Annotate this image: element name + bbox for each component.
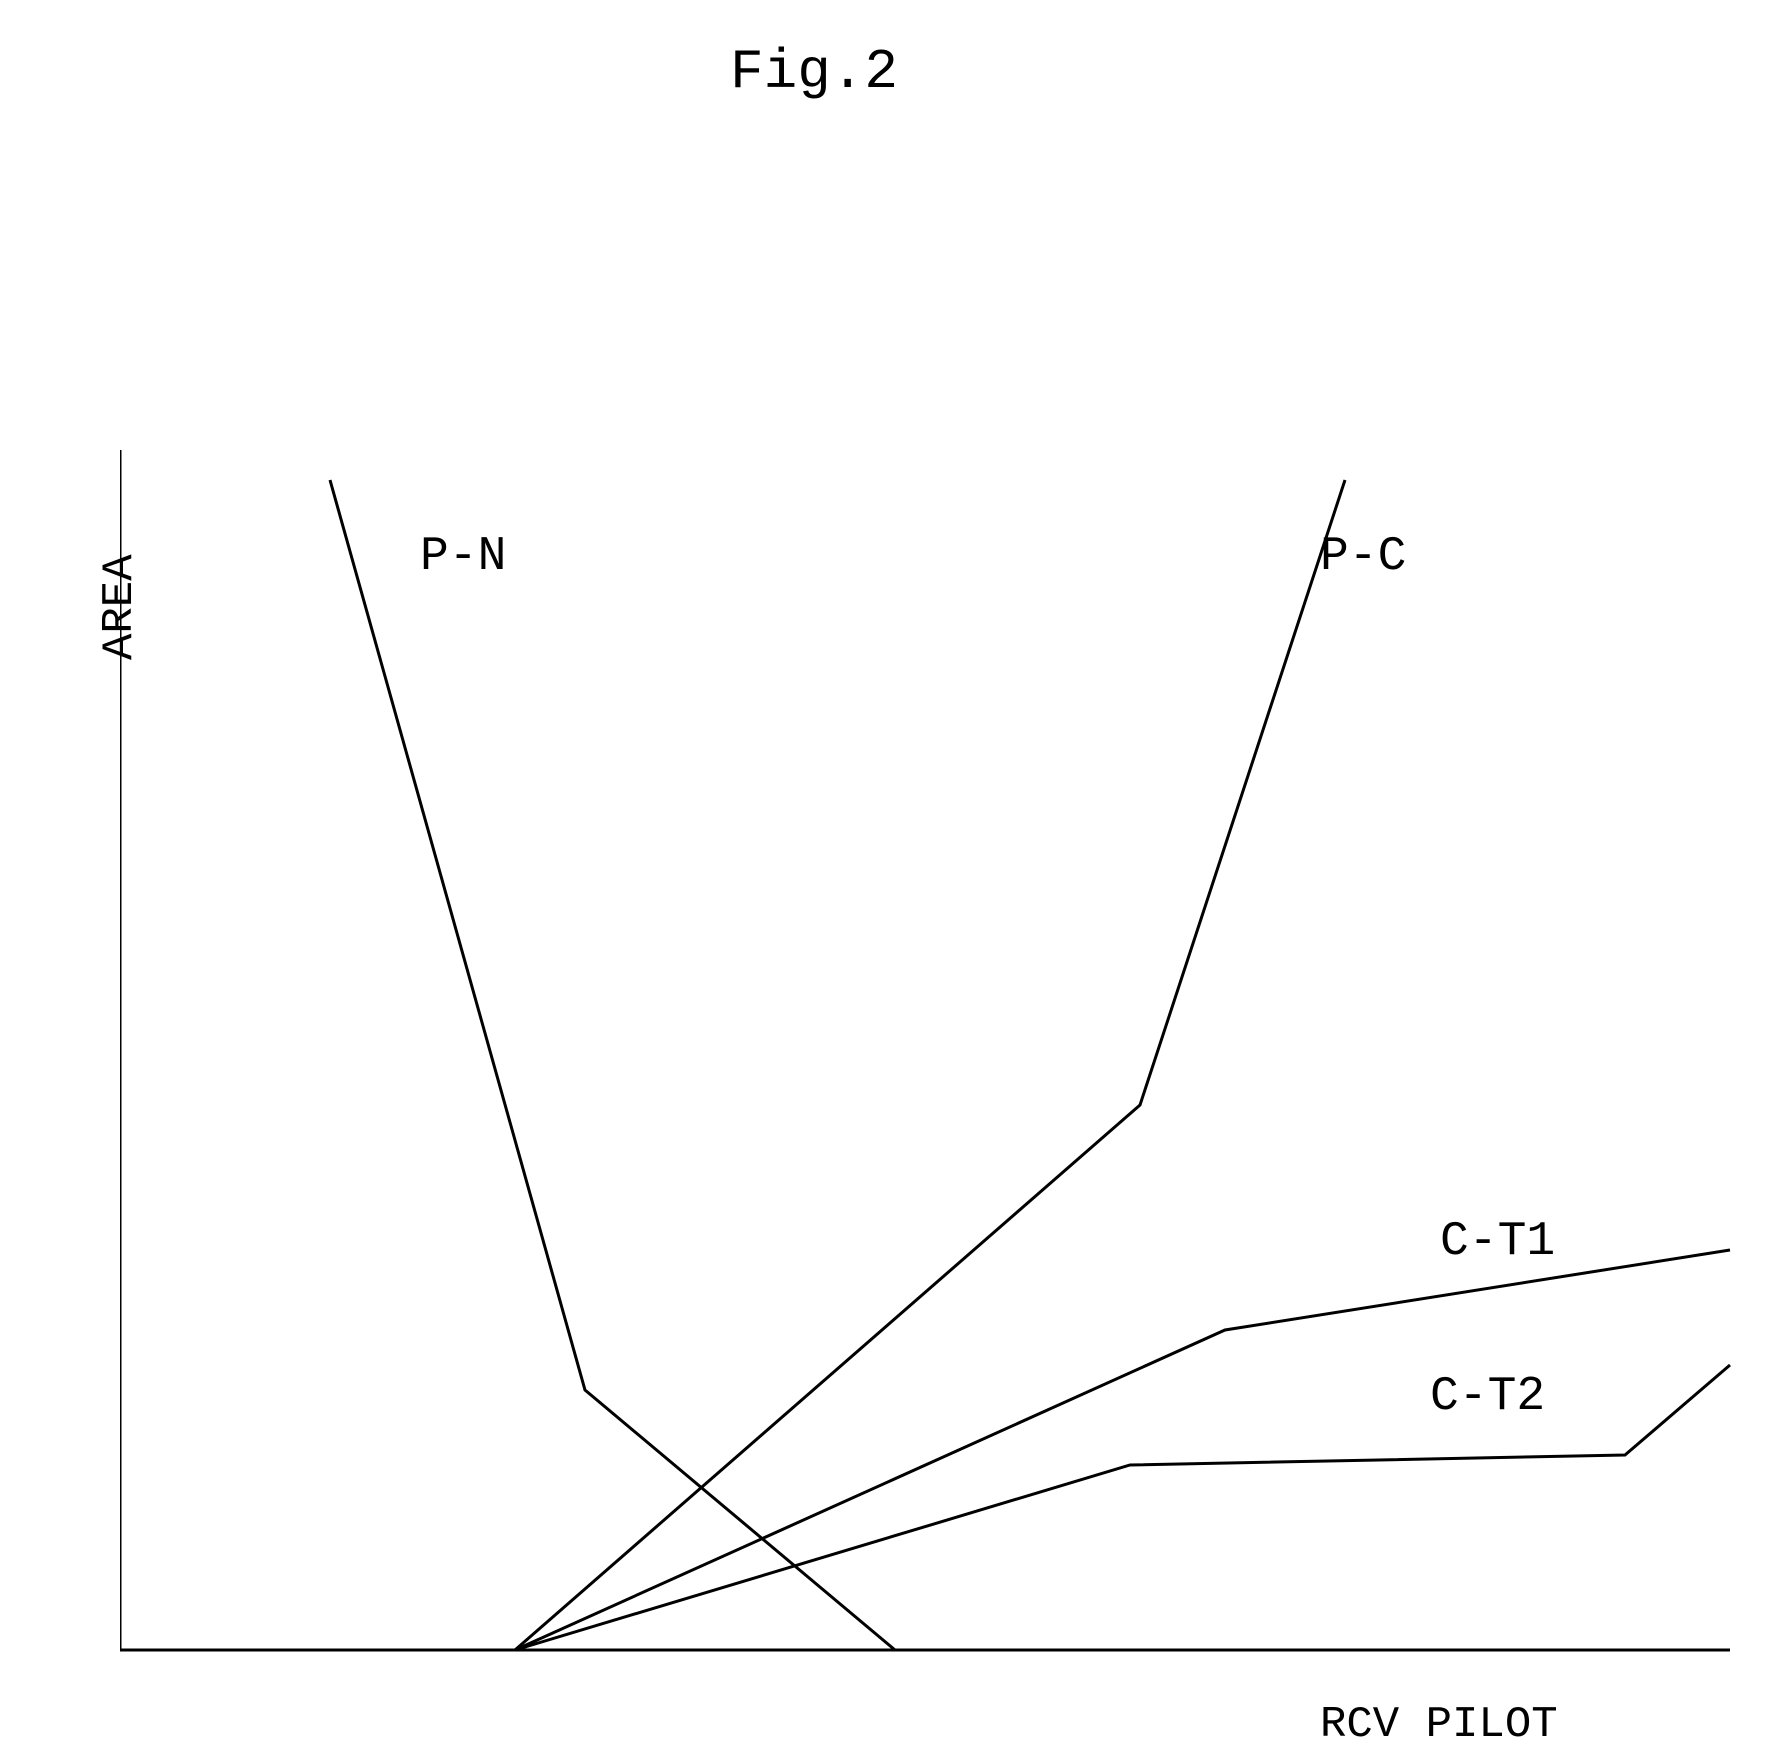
- chart-plot-area: [120, 450, 1740, 1690]
- series-label-ct2: C-T2: [1430, 1370, 1545, 1424]
- series-line-pn: [330, 480, 895, 1650]
- series-line-ct2: [515, 1365, 1730, 1650]
- figure-title: Fig.2: [730, 40, 898, 104]
- series-line-ct1: [515, 1250, 1730, 1650]
- x-axis-label: RCV PILOT: [1320, 1700, 1558, 1750]
- series-label-ct1: C-T1: [1440, 1215, 1555, 1269]
- series-label-pc: P-C: [1320, 530, 1406, 584]
- series-label-pn: P-N: [420, 530, 506, 584]
- series-line-pc: [515, 480, 1345, 1650]
